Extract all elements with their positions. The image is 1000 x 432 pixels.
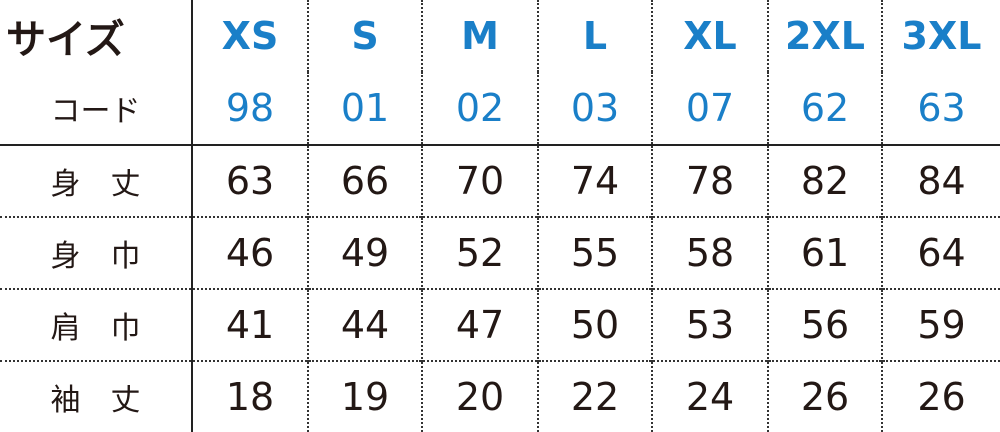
measurement-cell: 46 (191, 216, 308, 289)
size-header: L (537, 0, 652, 72)
measurement-cell: 18 (191, 360, 308, 432)
measurement-cell: 53 (651, 288, 768, 361)
measurement-cell: 63 (191, 144, 308, 217)
measurement-cell: 56 (767, 288, 882, 361)
table-row: 袖 丈 18 19 20 22 24 26 26 (0, 360, 1000, 432)
size-header: XL (651, 0, 768, 72)
measurement-cell: 74 (537, 144, 652, 217)
measurement-cell: 26 (767, 360, 882, 432)
measurement-cell: 24 (651, 360, 768, 432)
table-row: コード 98 01 02 03 07 62 63 (0, 72, 1000, 145)
size-header: 2XL (767, 0, 882, 72)
size-header: S (307, 0, 422, 72)
code-cell: 03 (537, 72, 652, 145)
measurement-cell: 55 (537, 216, 652, 289)
code-cell: 62 (767, 72, 882, 145)
measurement-cell: 61 (767, 216, 882, 289)
measurement-cell: 64 (881, 216, 1000, 289)
row-label: コード (50, 94, 141, 129)
measurement-cell: 47 (421, 288, 538, 361)
code-cell: 01 (307, 72, 422, 145)
row-label: 肩 巾 (0, 288, 192, 361)
measurement-cell: 20 (421, 360, 538, 432)
measurement-cell: 49 (307, 216, 422, 289)
measurement-cell: 22 (537, 360, 652, 432)
code-cell: 02 (421, 72, 538, 145)
row-label: 身 巾 (0, 216, 192, 289)
table-row: 身 丈 63 66 70 74 78 82 84 (0, 144, 1000, 217)
size-header: XS (191, 0, 308, 72)
measurement-cell: 50 (537, 288, 652, 361)
code-cell: 07 (651, 72, 768, 145)
size-header: M (421, 0, 538, 72)
measurement-cell: 44 (307, 288, 422, 361)
code-cell: 63 (881, 72, 1000, 145)
measurement-cell: 70 (421, 144, 538, 217)
measurement-cell: 58 (651, 216, 768, 289)
measurement-cell: 78 (651, 144, 768, 217)
measurement-cell: 84 (881, 144, 1000, 217)
code-cell: 98 (191, 72, 308, 145)
header-row: サイズ XS S M L XL 2XL 3XL (0, 0, 1000, 72)
measurement-cell: 41 (191, 288, 308, 361)
row-label: 身 丈 (0, 144, 192, 217)
measurement-cell: 66 (307, 144, 422, 217)
measurement-cell: 26 (881, 360, 1000, 432)
measurement-cell: 19 (307, 360, 422, 432)
measurement-cell: 52 (421, 216, 538, 289)
measurement-cell: 82 (767, 144, 882, 217)
row-label: 袖 丈 (0, 360, 192, 432)
size-header: 3XL (881, 0, 1000, 72)
table-row: 身 巾 46 49 52 55 58 61 64 (0, 216, 1000, 289)
table-row: 肩 巾 41 44 47 50 53 56 59 (0, 288, 1000, 361)
measurement-cell: 59 (881, 288, 1000, 361)
size-header-label: サイズ (6, 17, 125, 63)
